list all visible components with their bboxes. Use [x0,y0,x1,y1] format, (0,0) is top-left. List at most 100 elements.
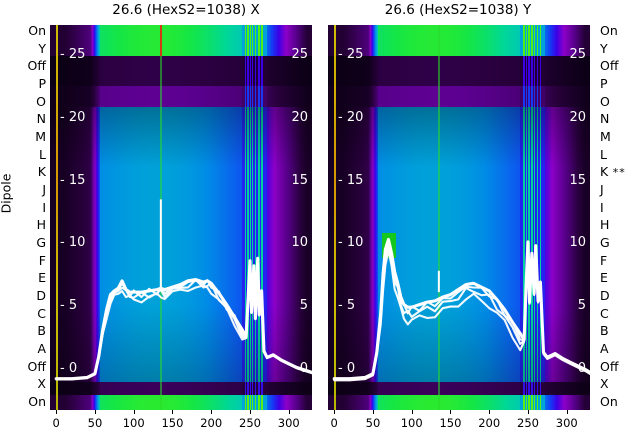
category-label-on-21: On [600,394,618,409]
trace-overlay-x [54,199,312,381]
heatmap-panel-y[interactable]: - 0- 5- 10- 15- 20- 25 0 5 10 15 20 25 [328,25,590,410]
category-label-b-17: B [37,323,46,339]
x-tick-label: 250 [517,416,539,430]
x-tick-label: 300 [277,416,300,430]
heatmap-body-shading [328,106,590,383]
category-label-k-8: K ** [600,164,626,180]
heatmap-panel-x[interactable]: - 0- 5- 10- 15- 20- 25 0 5 10 15 20 25 [50,25,312,410]
category-label-c-16: C [37,305,46,321]
x-tick-label: 0 [52,416,60,430]
category-label-i-10: I [600,199,604,215]
trace-repeat-3 [333,240,590,381]
category-label-b-17: B [600,323,609,339]
x-tick-label: 300 [555,416,578,430]
trace-main [54,256,312,381]
category-label-m-6: M [35,129,46,144]
red-stripe-segment [160,25,162,57]
left-edge-strip [56,25,59,410]
x-tick-mark [133,410,135,414]
x-tick-label: 250 [239,416,261,430]
category-label-e-14: E [600,270,608,286]
x-tick-mark [527,410,529,414]
heatmap-band-1 [328,382,590,395]
trace-repeat-2 [333,241,590,381]
category-label-a-18: A [600,341,609,356]
category-label-n-5: N [600,111,610,127]
heatmap-band-3 [50,86,312,107]
heatmap-image-y [328,25,590,410]
category-label-on-0: On [600,23,618,38]
x-tick-label: 150 [439,416,462,430]
heatmap-band-5 [50,25,312,57]
category-label-y-1: Y [600,40,608,56]
category-label-d-15: D [36,288,46,303]
x-tick-label: 200 [478,416,501,430]
category-label-off-2: Off [600,58,619,74]
category-label-a-18: A [37,341,46,356]
category-label-y-1: Y [38,40,46,56]
heatmap-band-5 [328,25,590,57]
category-label-l-7: L [600,146,607,162]
heatmap-band-4 [50,56,312,87]
category-label-on-0: On [28,23,46,38]
x-tick-mark [249,410,251,414]
x-tick-mark [334,410,336,414]
x-tick-label: 0 [330,416,338,430]
category-label-d-15: D [600,288,610,303]
green-vertical-stripe [438,25,440,410]
category-label-x-20: X [37,376,46,392]
x-tick-label: 50 [87,416,103,430]
category-label-k-8: K [37,164,46,180]
category-label-i-10: I [42,199,46,215]
category-label-off-19: Off [27,358,46,374]
category-label-p-3: P [38,76,46,91]
category-label-o-4: O [600,93,610,109]
category-axis-right: On Y Off P O N M L K ** J I H G F E D C B A Off X On [592,23,638,410]
category-label-on-21: On [28,394,46,409]
category-label-j-9: J [42,182,46,197]
x-tick-mark [489,410,491,414]
x-tick-mark [411,410,413,414]
category-label-off-19: Off [600,358,619,374]
x-tick-label: 50 [365,416,381,430]
trace-overlay-y [332,237,590,382]
category-label-l-7: L [39,146,46,162]
category-label-m-6: M [600,129,611,144]
category-label-h-11: H [36,217,46,233]
heatmap-band-0 [50,394,312,410]
heatmap-band-4 [328,56,590,87]
x-tick-label: 200 [200,416,223,430]
x-tick-label: 100 [400,416,423,430]
category-label-o-4: O [36,93,46,109]
heatmap-image-x [50,25,312,410]
left-edge-strip [334,25,337,410]
category-label-h-11: H [600,217,610,233]
trace-main [332,237,590,381]
category-label-n-5: N [36,111,46,127]
trace-repeat-1 [55,258,312,381]
category-label-g-12: G [600,235,610,250]
x-tick-mark [450,410,452,414]
category-label-p-3: P [600,76,608,91]
x-tick-mark [288,410,290,414]
heatmap-band-2 [50,106,312,383]
x-tick-label: 150 [161,416,184,430]
trace-repeat-2 [55,257,312,381]
x-tick-mark [566,410,568,414]
category-label-f-13: F [38,252,46,268]
panel-title-y: 26.6 (HexS2=1038) Y [384,2,532,18]
category-label-c-16: C [600,305,609,321]
category-label-x-20: X [600,376,609,392]
x-axis-panel-y: 0 50 100 150 200 250 300 [328,410,590,440]
category-label-g-12: G [36,235,46,250]
x-tick-mark [172,410,174,414]
category-axis-left: On Y Off P O N M L K J I H G F E D C B A Off X On [4,23,50,410]
heatmap-body-shading [50,106,312,383]
x-axis-panel-x: 0 50 100 150 200 250 300 [50,410,312,440]
heatmap-band-1 [50,382,312,395]
heatmap-band-0 [328,394,590,410]
category-label-f-13: F [600,252,608,268]
category-label-e-14: E [38,270,46,286]
panel-title-x: 26.6 (HexS2=1038) X [112,2,260,18]
